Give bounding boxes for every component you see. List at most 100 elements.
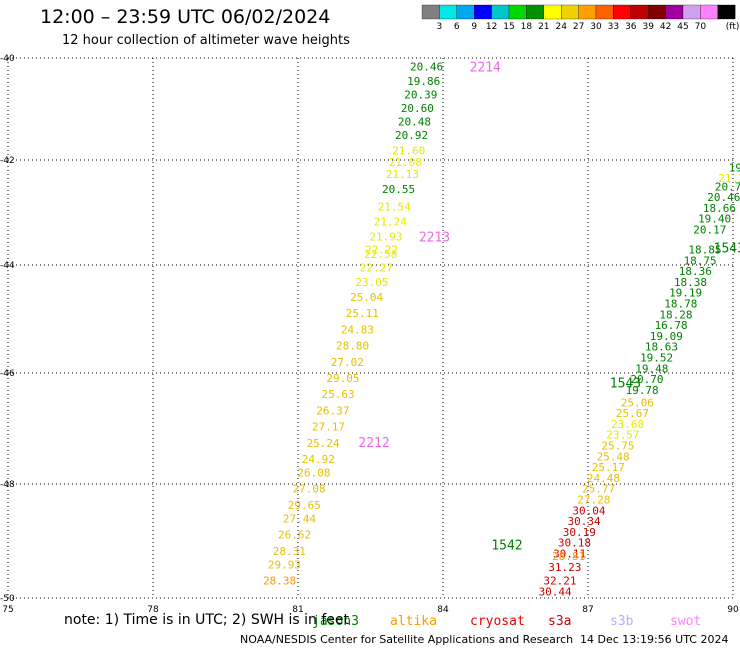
swh-value-label: 28.81	[552, 550, 585, 563]
pass-labels: 2214 2213 2212 1543 1542 1543	[358, 61, 740, 554]
swh-value-label: 21.13	[386, 168, 419, 181]
pass-number-label: 2212	[358, 436, 389, 451]
colorbar-tick: 42	[660, 22, 671, 32]
swh-value-label: 25.67	[616, 407, 649, 420]
swh-value-label: 20.7	[715, 180, 740, 193]
swh-value-label: 26.62	[278, 529, 311, 542]
swh-value-label: 26.08	[297, 467, 330, 480]
colorbar-tick: 24	[555, 22, 567, 32]
colorbar-swatch	[456, 4, 475, 20]
swh-value-label: 18.38	[674, 276, 707, 289]
colorbar-swatch	[508, 4, 527, 20]
swh-value-label: 18.78	[664, 297, 697, 310]
swh-value-label: 19.78	[626, 384, 659, 397]
colorbar-swatch	[561, 4, 579, 20]
y-tick-label: -48	[0, 480, 15, 490]
swh-value-label: 20.46	[707, 191, 740, 204]
swh-value-label: 18.36	[679, 265, 712, 278]
colorbar-tick: 30	[590, 22, 602, 32]
swh-value-label: 29.05	[326, 372, 359, 385]
swh-value-label: 18.66	[703, 202, 736, 215]
pass-number-label: 1543	[610, 376, 641, 391]
colorbar-tick: 9	[471, 22, 477, 32]
swh-value-label: 20.70	[630, 373, 663, 386]
colorbar-tick: 27	[573, 22, 584, 32]
swh-value-label: 20.17	[693, 224, 726, 237]
footer-credit: NOAA/NESDIS Center for Satellite Applica…	[240, 633, 574, 646]
legend-entry: cryosat	[470, 614, 525, 629]
page-subtitle: 12 hour collection of altimeter wave hei…	[62, 33, 350, 48]
swh-value-label: 23.05	[355, 276, 388, 289]
swh-value-label: 20.55	[382, 183, 415, 196]
swh-value-label: 27.02	[331, 356, 364, 369]
swh-value-label: 30.18	[558, 537, 591, 550]
swh-value-label: 21.54	[378, 200, 411, 213]
page-title: 12:00 – 23:59 UTC 06/02/2024	[40, 6, 331, 28]
colorbar-unit: (ft)	[726, 22, 740, 32]
colorbar-tick: 21	[538, 22, 549, 32]
swh-value-label: 20.60	[401, 102, 434, 115]
grid-layer: 75 78 81 84 87 90 -40 -42 -44 -46 -48 -50	[0, 54, 739, 615]
swh-value-label: 29.93	[268, 558, 301, 571]
swh-value-label: 25.06	[621, 396, 654, 409]
swh-value-label: 19	[729, 161, 740, 174]
colorbar-tick: 45	[677, 22, 688, 32]
swh-value-label: 21.93	[369, 231, 402, 244]
swh-value-label: 18.75	[684, 254, 717, 267]
x-tick-label: 90	[727, 605, 739, 615]
colorbar-tick: 36	[625, 22, 637, 32]
swh-value-label: 19.09	[650, 330, 683, 343]
colorbar-swatch	[595, 4, 614, 20]
colorbar-swatch	[543, 4, 562, 20]
swh-value-label: 20.92	[395, 129, 428, 142]
swh-value-label: 28.38	[263, 575, 296, 588]
colorbar-swatch	[439, 4, 457, 20]
y-tick-label: -46	[0, 369, 15, 379]
swh-value-label: 22.27	[360, 261, 393, 274]
swh-value-label: 31.23	[548, 561, 581, 574]
colorbar-swatch	[474, 4, 492, 20]
colorbar-tick: 15	[503, 22, 514, 32]
swh-value-label: 28.31	[273, 545, 306, 558]
swh-value-label: 28.80	[336, 340, 369, 353]
swh-value-label: 30.11	[553, 548, 586, 561]
swh-value-label: 25.75	[601, 440, 634, 453]
swh-value-label: 19.86	[407, 75, 440, 88]
swh-value-label: 25.24	[307, 437, 340, 450]
x-tick-label: 75	[2, 605, 13, 615]
swh-value-label: 24.83	[341, 323, 374, 336]
pass-number-label: 1542	[491, 538, 522, 553]
colorbar-swatch	[526, 4, 544, 20]
legend-entry: s3b	[610, 614, 634, 629]
swh-value-label: 27.44	[283, 512, 316, 525]
swh-value-label: 27.28	[577, 494, 610, 507]
swh-value-label: 19.40	[698, 213, 731, 226]
colorbar-swatch	[613, 4, 631, 20]
y-tick-label: -50	[0, 594, 15, 604]
swh-value-label: 25.11	[346, 307, 379, 320]
colorbar-swatch	[700, 4, 718, 20]
swh-value-label: 25.04	[350, 291, 383, 304]
colorbar-swatch	[578, 4, 597, 20]
swh-value-label: 21.24	[374, 215, 407, 228]
swh-value-label: 27.08	[293, 483, 326, 496]
swh-value-label: 23.60	[611, 418, 644, 431]
colorbar-swatch	[665, 4, 684, 20]
y-tick-label: -42	[0, 156, 15, 166]
swh-value-label: 29.65	[288, 499, 321, 512]
colorbar-tick: 33	[608, 22, 619, 32]
swh-value-label: 25.77	[582, 483, 615, 496]
colorbar-swatch	[491, 4, 510, 20]
colorbar-swatch	[630, 4, 649, 20]
y-tick-label: -40	[0, 54, 15, 64]
colorbar-swatch	[421, 4, 440, 20]
swh-value-label: 25.17	[592, 461, 625, 474]
swh-value-label: 27.17	[312, 421, 345, 434]
legend-entry: s3a	[548, 614, 571, 629]
x-tick-label: 81	[292, 605, 303, 615]
swh-value-label: 19.19	[669, 287, 702, 300]
swh-value-label: 24.48	[587, 472, 620, 485]
swh-value-label: 25.63	[322, 388, 355, 401]
swh-value-label: 19.48	[635, 362, 668, 375]
